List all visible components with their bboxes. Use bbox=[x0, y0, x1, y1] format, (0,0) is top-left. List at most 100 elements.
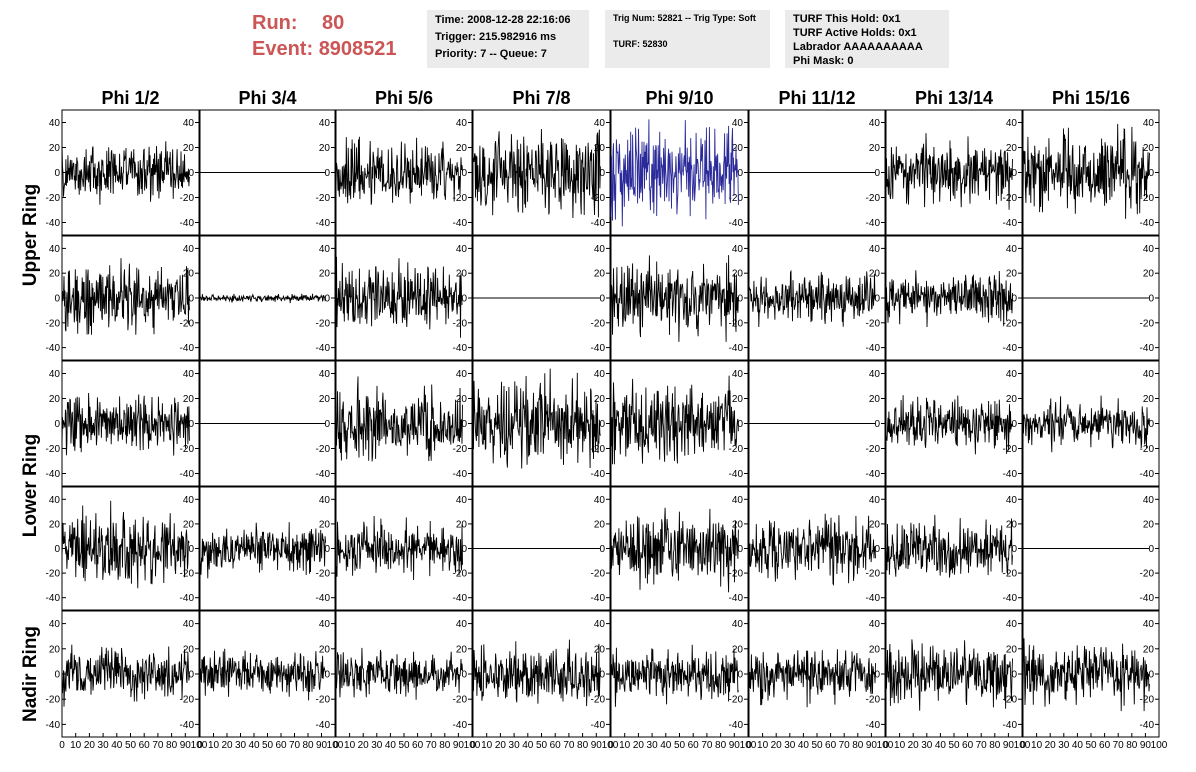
y-tick-label: 20 bbox=[732, 143, 744, 154]
waveform-trace bbox=[610, 507, 739, 593]
y-tick-label: -40 bbox=[316, 343, 331, 354]
x-tick-label: 50 bbox=[1085, 740, 1097, 751]
x-tick-label: 0 bbox=[59, 740, 65, 751]
y-tick-label: 40 bbox=[183, 118, 195, 129]
y-tick-label: 20 bbox=[456, 269, 468, 280]
waveform-trace bbox=[335, 136, 463, 205]
y-tick-label: -40 bbox=[729, 469, 744, 480]
y-tick-label: 0 bbox=[461, 670, 467, 681]
x-tick-label: 40 bbox=[1072, 740, 1084, 751]
y-tick-label: -20 bbox=[46, 444, 61, 455]
y-tick-label: -40 bbox=[1140, 469, 1155, 480]
column-title: Phi 9/10 bbox=[645, 88, 713, 108]
y-tick-label: 40 bbox=[869, 118, 881, 129]
x-tick-label: 80 bbox=[715, 740, 727, 751]
trigger-text: Trigger: 215.982916 ms bbox=[435, 31, 557, 43]
y-tick-label: 20 bbox=[183, 269, 195, 280]
waveform-trace bbox=[885, 639, 1013, 711]
y-tick-label: 0 bbox=[324, 544, 330, 555]
x-tick-label: 20 bbox=[84, 740, 96, 751]
y-tick-label: -20 bbox=[316, 444, 331, 455]
waveform-trace bbox=[748, 513, 876, 587]
x-tick-label: 0 bbox=[608, 740, 614, 751]
waveform-trace bbox=[199, 293, 327, 304]
y-tick-label: 20 bbox=[869, 394, 881, 405]
x-tick-label: 20 bbox=[1045, 740, 1057, 751]
y-tick-label: -40 bbox=[1140, 218, 1155, 229]
priority-text: Priority: 7 -- Queue: 7 bbox=[435, 48, 547, 60]
y-tick-label: 20 bbox=[594, 644, 606, 655]
y-tick-label: -20 bbox=[729, 193, 744, 204]
x-tick-label: 90 bbox=[316, 740, 328, 751]
y-tick-label: -20 bbox=[1003, 444, 1018, 455]
y-tick-label: 20 bbox=[456, 143, 468, 154]
y-tick-label: -20 bbox=[46, 193, 61, 204]
y-tick-label: -20 bbox=[729, 569, 744, 580]
y-tick-label: -20 bbox=[316, 318, 331, 329]
x-tick-label: 40 bbox=[248, 740, 260, 751]
x-tick-label: 60 bbox=[688, 740, 700, 751]
x-tick-label: 90 bbox=[1140, 740, 1152, 751]
panel-frame bbox=[610, 109, 749, 236]
y-tick-label: 0 bbox=[54, 670, 60, 681]
y-tick-label: 20 bbox=[732, 269, 744, 280]
waveform-trace bbox=[199, 648, 327, 701]
y-tick-label: 20 bbox=[319, 143, 331, 154]
y-tick-label: 0 bbox=[1011, 544, 1017, 555]
x-tick-label: 50 bbox=[674, 740, 686, 751]
waveform-trace bbox=[885, 514, 1013, 578]
y-tick-label: 40 bbox=[1006, 118, 1018, 129]
labrador-text: Labrador AAAAAAAAAA bbox=[793, 41, 923, 53]
y-tick-label: -40 bbox=[316, 593, 331, 604]
y-tick-label: -40 bbox=[1003, 593, 1018, 604]
y-tick-label: -40 bbox=[316, 720, 331, 731]
column-title: Phi 1/2 bbox=[101, 88, 159, 108]
y-tick-label: -40 bbox=[729, 343, 744, 354]
x-tick-label: 60 bbox=[139, 740, 151, 751]
x-tick-label: 60 bbox=[962, 740, 974, 751]
y-tick-label: -20 bbox=[46, 318, 61, 329]
y-tick-label: 40 bbox=[183, 369, 195, 380]
waveform-trace bbox=[610, 119, 739, 227]
y-tick-label: 40 bbox=[456, 619, 468, 630]
y-tick-label: 20 bbox=[1143, 269, 1155, 280]
y-tick-label: 40 bbox=[732, 495, 744, 506]
y-tick-label: 40 bbox=[594, 619, 606, 630]
y-tick-label: 40 bbox=[1006, 619, 1018, 630]
y-tick-label: 40 bbox=[1006, 495, 1018, 506]
turf-status-box: TURF This Hold: 0x1 TURF Active Holds: 0… bbox=[785, 10, 949, 68]
x-tick-label: 50 bbox=[398, 740, 410, 751]
y-tick-label: 40 bbox=[594, 495, 606, 506]
waveform-trace bbox=[335, 376, 463, 462]
y-tick-label: 0 bbox=[1011, 168, 1017, 179]
y-tick-label: -40 bbox=[180, 343, 195, 354]
y-tick-label: -20 bbox=[180, 193, 195, 204]
y-tick-label: -20 bbox=[866, 569, 881, 580]
y-tick-label: 20 bbox=[732, 644, 744, 655]
waveform-trace bbox=[61, 392, 190, 456]
x-tick-label: 60 bbox=[1099, 740, 1111, 751]
waveform-panel: 40 40 20 20 0 0 -20 -20 -40 -40 bbox=[46, 235, 200, 361]
event-row: Event: 8908521 bbox=[252, 36, 422, 62]
x-tick-label: 30 bbox=[784, 740, 796, 751]
x-tick-label: 70 bbox=[563, 740, 575, 751]
waveform-trace bbox=[748, 649, 876, 708]
x-tick-label: 50 bbox=[125, 740, 137, 751]
y-tick-label: -20 bbox=[453, 695, 468, 706]
y-tick-label: 40 bbox=[1006, 244, 1018, 255]
y-tick-label: -20 bbox=[316, 695, 331, 706]
turf-hold-text: TURF This Hold: 0x1 bbox=[793, 13, 901, 25]
y-tick-label: -20 bbox=[591, 569, 606, 580]
y-tick-label: 20 bbox=[49, 394, 61, 405]
x-tick-label: 40 bbox=[522, 740, 534, 751]
y-tick-label: 20 bbox=[456, 644, 468, 655]
y-tick-label: 0 bbox=[324, 670, 330, 681]
